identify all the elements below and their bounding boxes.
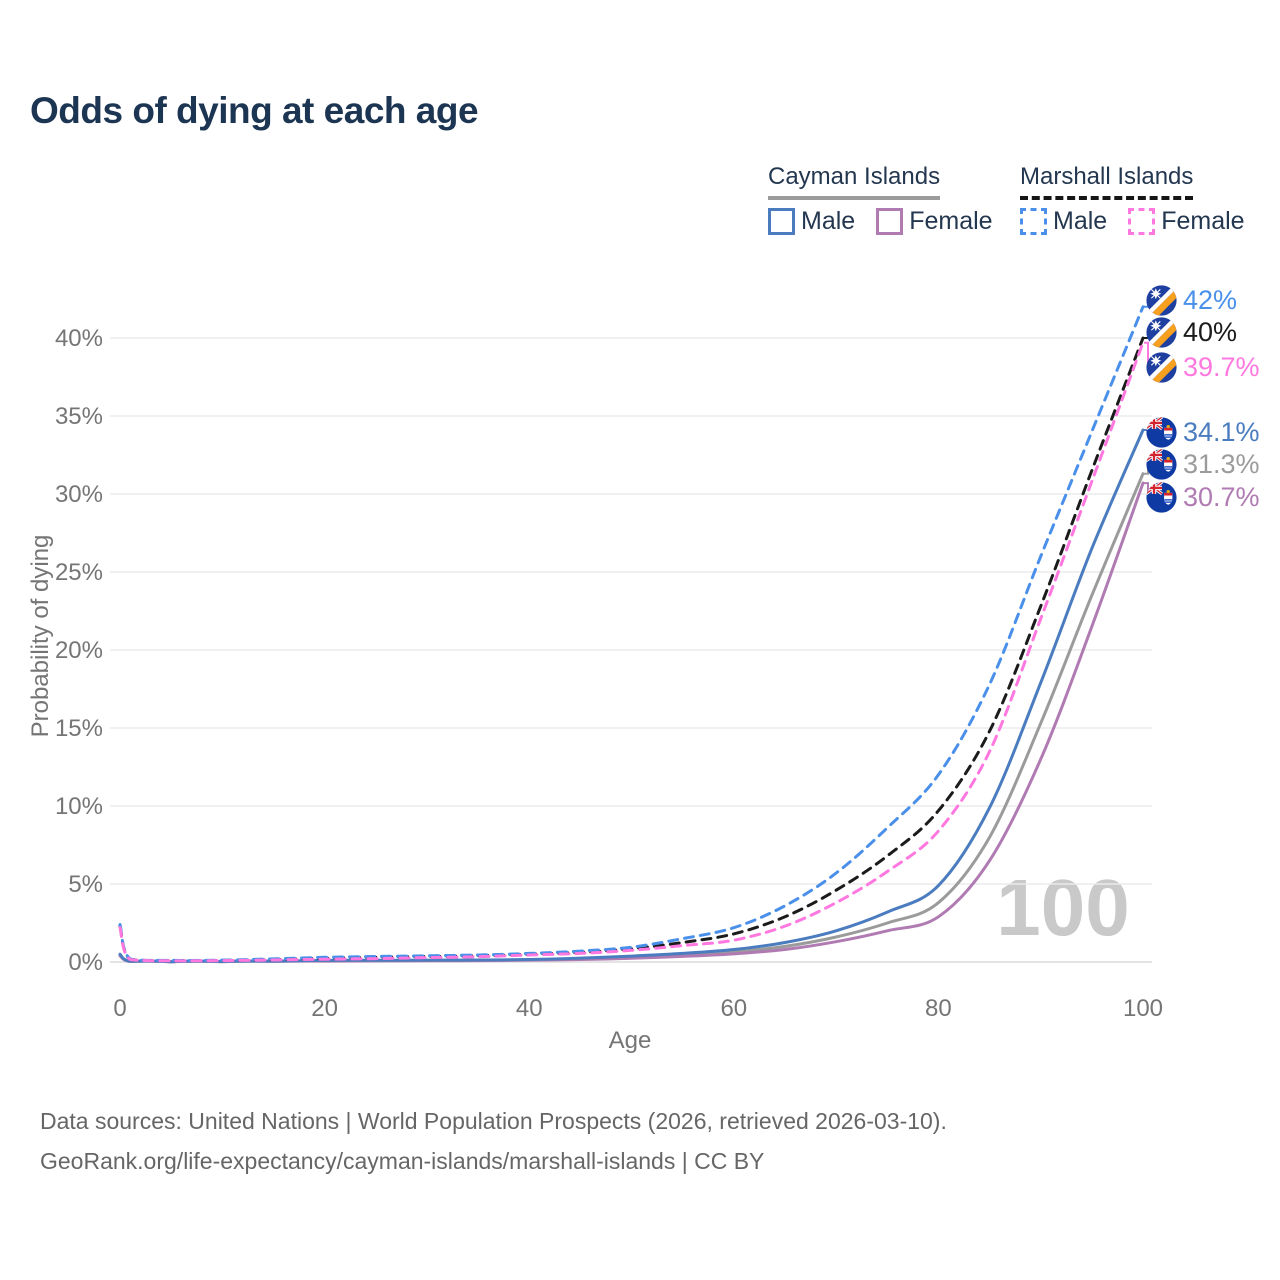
x-tick-label: 0 [113, 995, 126, 1022]
end-label-value: 31.3% [1183, 448, 1260, 479]
end-label-cayman-female: 30.7% [1146, 481, 1260, 513]
attribution-caption: GeoRank.org/life-expectancy/cayman-islan… [40, 1148, 765, 1174]
legend-label-marshall-male[interactable]: Male [1053, 207, 1108, 235]
y-tick-label: 5% [68, 871, 103, 898]
legend-swatch-marshall-female[interactable] [1128, 208, 1156, 235]
legend-group-marshall-islands: Marshall Islands Male Female [1020, 163, 1245, 236]
y-tick-label: 40% [55, 325, 103, 352]
cayman-islands-flag-icon [1146, 416, 1177, 448]
y-tick-label: 35% [55, 403, 103, 430]
x-tick-label: 100 [1123, 995, 1163, 1022]
end-label-value: 40% [1183, 316, 1238, 347]
curve-cayman-islands-both-sexes[interactable] [118, 472, 1145, 964]
x-tick-label: 80 [925, 995, 952, 1022]
legend-title-marshall-islands: Marshall Islands [1020, 163, 1194, 200]
legend-label-cayman-female[interactable]: Female [909, 207, 993, 235]
legend-group-cayman-islands: Cayman Islands Male Female [768, 163, 993, 236]
end-label-marshall-male: 42% [1146, 284, 1237, 316]
x-tick-label: 60 [720, 995, 747, 1022]
end-label-value: 34.1% [1183, 416, 1260, 447]
legend-swatch-cayman-female[interactable] [876, 208, 904, 235]
end-label-value: 42% [1183, 284, 1238, 315]
cayman-islands-flag-icon [1146, 448, 1177, 480]
legend-swatch-marshall-male[interactable] [1020, 208, 1047, 235]
y-tick-label: 15% [55, 715, 103, 742]
x-tick-label: 20 [311, 995, 338, 1022]
marshall-islands-flag-icon [1146, 316, 1177, 348]
legend-label-marshall-female[interactable]: Female [1161, 207, 1245, 235]
end-label-marshall-female: 39.7% [1146, 351, 1260, 383]
end-label-cayman-male: 34.1% [1146, 416, 1260, 448]
y-tick-label: 30% [55, 481, 103, 508]
cayman-islands-flag-icon [1146, 481, 1177, 513]
page-title: Odds of dying at each age [30, 90, 479, 131]
end-label-value: 39.7% [1183, 351, 1260, 382]
curve-marshall-islands-female[interactable] [118, 341, 1145, 963]
legend-title-cayman-islands: Cayman Islands [768, 163, 941, 200]
data-sources-caption: Data sources: United Nations | World Pop… [40, 1108, 947, 1134]
x-axis-title: Age [609, 1027, 652, 1054]
end-label-value: 30.7% [1183, 481, 1260, 512]
y-tick-label: 25% [55, 559, 103, 586]
end-label-marshall-both: 40% [1146, 316, 1237, 348]
curve-marshall-islands-male[interactable] [118, 305, 1145, 962]
y-tick-label: 0% [68, 949, 103, 976]
curve-cayman-islands-female[interactable] [118, 481, 1145, 964]
y-axis-title: Probability of dying [27, 535, 54, 738]
curve-cayman-islands-male[interactable] [118, 428, 1145, 964]
marshall-islands-flag-icon [1146, 284, 1177, 316]
end-label-cayman-both: 31.3% [1146, 448, 1260, 480]
legend-label-cayman-male[interactable]: Male [801, 207, 856, 235]
legend-swatch-cayman-male[interactable] [768, 208, 795, 235]
x-hover-value-watermark: 100 [996, 863, 1130, 952]
y-tick-label: 20% [55, 637, 103, 664]
marshall-islands-flag-icon [1146, 351, 1177, 383]
x-tick-label: 40 [516, 995, 543, 1022]
y-tick-label: 10% [55, 793, 103, 820]
